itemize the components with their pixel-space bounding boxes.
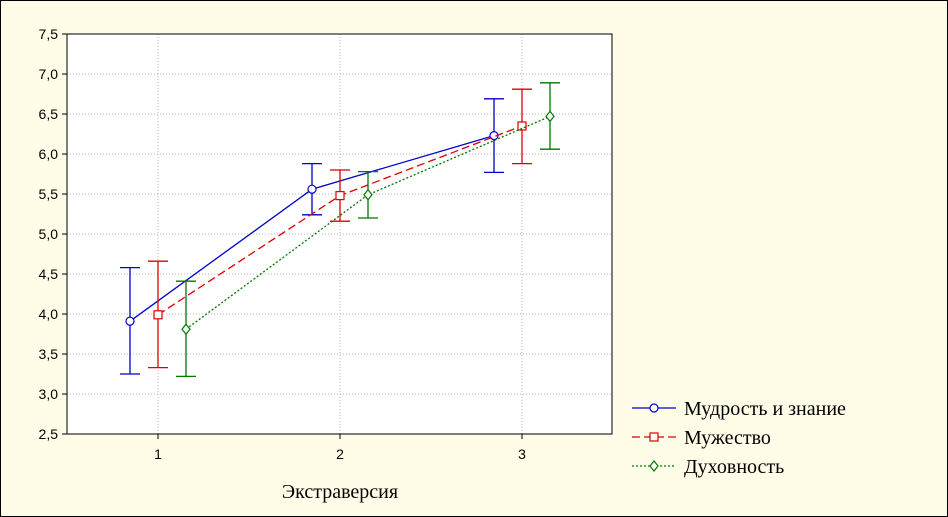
legend-label: Мудрость и знание bbox=[684, 398, 846, 420]
series-group bbox=[120, 82, 560, 378]
y-tick-label: 2,5 bbox=[39, 426, 59, 442]
y-tick-label: 3,5 bbox=[39, 346, 59, 362]
legend: Мудрость и знание Мужество Духовность bbox=[632, 398, 846, 478]
data-point-marker bbox=[545, 110, 555, 123]
y-tick-label: 4,5 bbox=[39, 266, 59, 282]
y-tick-label: 7,5 bbox=[39, 26, 59, 42]
y-tick-label: 4,0 bbox=[39, 306, 59, 322]
legend-label: Духовность bbox=[684, 456, 784, 478]
legend-label: Мужество bbox=[684, 427, 771, 449]
y-tick-label: 5,0 bbox=[39, 226, 59, 242]
legend-marker bbox=[649, 403, 659, 413]
legend-item: Мудрость и знание bbox=[632, 398, 846, 420]
x-tick-label: 2 bbox=[336, 446, 344, 462]
y-tick-label: 7,0 bbox=[39, 66, 59, 82]
y-axis: 2,5 3,0 3,5 4,0 4,5 5,0 5,5 6,0 6,5 7,0 7,5 bbox=[39, 26, 67, 442]
data-point-marker bbox=[307, 184, 317, 194]
series-3 bbox=[176, 82, 560, 378]
data-point-marker bbox=[335, 191, 345, 201]
x-tick-label: 3 bbox=[518, 446, 526, 462]
series-2 bbox=[148, 88, 532, 369]
series-1 bbox=[120, 98, 504, 375]
legend-item: Духовность bbox=[632, 456, 784, 478]
y-tick-label: 3,0 bbox=[39, 386, 59, 402]
x-axis: 1 2 3 bbox=[154, 434, 526, 462]
x-tick-label: 1 bbox=[154, 446, 162, 462]
data-point-marker bbox=[181, 323, 191, 336]
data-point-marker bbox=[363, 188, 373, 201]
y-tick-label: 6,5 bbox=[39, 106, 59, 122]
legend-marker bbox=[649, 460, 659, 472]
y-tick-label: 6,0 bbox=[39, 146, 59, 162]
legend-item: Мужество bbox=[632, 427, 771, 449]
data-point-marker bbox=[517, 121, 527, 131]
data-point-marker bbox=[153, 310, 163, 320]
data-point-marker bbox=[125, 316, 135, 326]
y-tick-label: 5,5 bbox=[39, 186, 59, 202]
legend-marker bbox=[649, 432, 659, 442]
x-axis-title: Экстраверсия bbox=[282, 481, 398, 503]
